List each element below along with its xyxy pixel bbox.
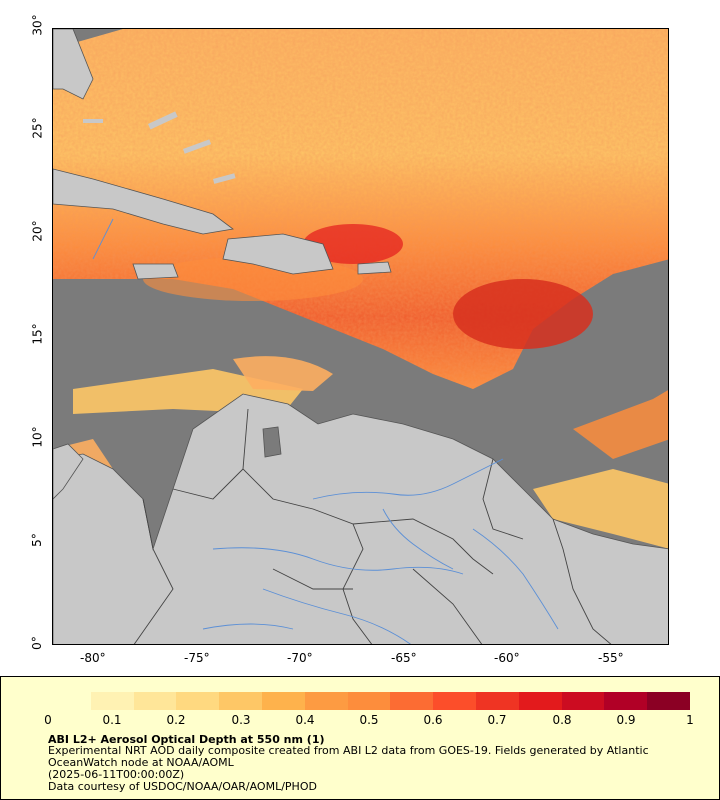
country-borders bbox=[133, 408, 612, 644]
map-canvas bbox=[53, 29, 668, 644]
colorbar-tick-label: 0.8 bbox=[552, 713, 572, 727]
colorbar bbox=[48, 692, 690, 710]
lat-tick-label: 15° bbox=[30, 323, 45, 345]
lon-tick-label: -55° bbox=[598, 651, 624, 665]
colorbar-swatch bbox=[561, 692, 605, 710]
legend-panel: 0 0.1 0.2 0.3 0.4 0.5 0.6 0.7 0.8 0.9 1 … bbox=[0, 676, 720, 800]
lat-tick-label: 5° bbox=[29, 533, 44, 547]
aod-map bbox=[52, 28, 669, 645]
colorbar-swatch bbox=[390, 692, 434, 710]
colorbar-tick-label: 0.6 bbox=[423, 713, 443, 727]
colorbar-swatch bbox=[347, 692, 391, 710]
colorbar-tick-label: 0.1 bbox=[102, 713, 122, 727]
lat-tick-label: 20° bbox=[30, 220, 45, 242]
colorbar-tick-label: 0 bbox=[44, 713, 52, 727]
lat-tick-label: 25° bbox=[30, 117, 45, 139]
aerosol-plume bbox=[53, 29, 668, 644]
islands bbox=[83, 111, 236, 184]
legend-credit: Data courtesy of USDOC/NOAA/OAR/AOML/PHO… bbox=[48, 780, 317, 793]
lon-tick-label: -75° bbox=[184, 651, 210, 665]
colorbar-swatch bbox=[604, 692, 648, 710]
colorbar-swatch bbox=[475, 692, 519, 710]
colorbar-swatch bbox=[133, 692, 177, 710]
colorbar-tick-label: 0.3 bbox=[231, 713, 251, 727]
lat-tick-label: 30° bbox=[30, 14, 45, 36]
colorbar-tick-label: 0.7 bbox=[487, 713, 507, 727]
colorbar-swatch bbox=[647, 692, 690, 710]
lon-tick-label: -80° bbox=[80, 651, 106, 665]
colorbar-swatch bbox=[48, 692, 91, 710]
colorbar-swatch bbox=[90, 692, 134, 710]
colorbar-tick-label: 1 bbox=[686, 713, 694, 727]
colorbar-swatch bbox=[518, 692, 562, 710]
legend-title: ABI L2+ Aerosol Optical Depth at 550 nm … bbox=[48, 733, 325, 746]
rivers bbox=[92, 218, 559, 644]
colorbar-swatch bbox=[261, 692, 305, 710]
lon-tick-label: -65° bbox=[391, 651, 417, 665]
colorbar-tick-label: 0.9 bbox=[616, 713, 636, 727]
legend-date: (2025-06-11T00:00:00Z) bbox=[48, 768, 185, 781]
lon-tick-label: -60° bbox=[494, 651, 520, 665]
colorbar-tick-label: 0.4 bbox=[295, 713, 315, 727]
colorbar-swatch bbox=[176, 692, 220, 710]
land bbox=[53, 29, 668, 644]
colorbar-tick-label: 0.2 bbox=[166, 713, 186, 727]
lat-tick-label: 10° bbox=[30, 426, 45, 448]
colorbar-tick-label: 0.5 bbox=[359, 713, 379, 727]
legend-description: Experimental NRT AOD daily composite cre… bbox=[48, 744, 649, 769]
lat-tick-label: 0° bbox=[29, 636, 44, 650]
colorbar-swatch bbox=[433, 692, 476, 710]
lon-tick-label: -70° bbox=[287, 651, 313, 665]
colorbar-swatch bbox=[219, 692, 262, 710]
colorbar-swatch bbox=[304, 692, 348, 710]
